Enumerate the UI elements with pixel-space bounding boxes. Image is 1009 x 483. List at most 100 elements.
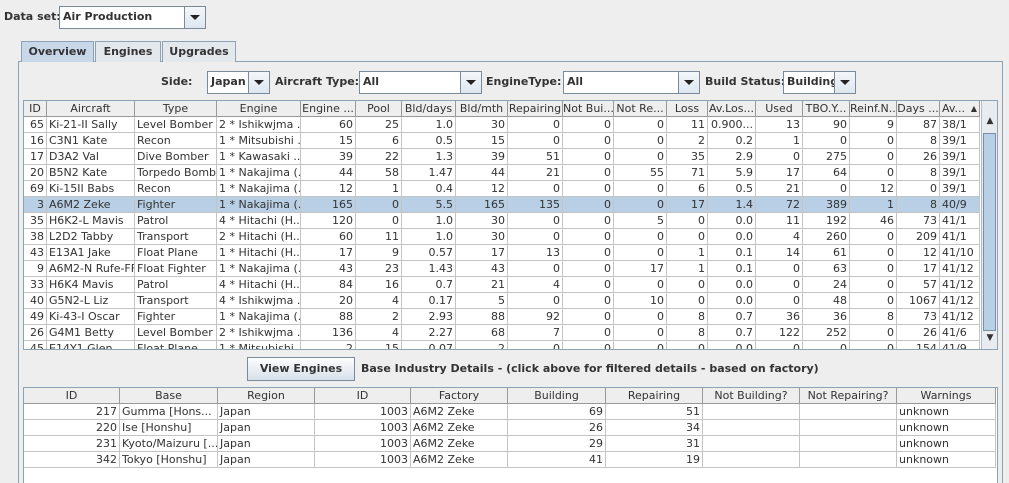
table-cell: 0 xyxy=(508,117,563,133)
column-header[interactable]: Warnings xyxy=(897,388,996,404)
combo-arrow[interactable] xyxy=(460,72,481,93)
table-cell: 5 xyxy=(456,293,508,309)
scroll-down[interactable]: ▼ xyxy=(986,333,994,343)
column-header[interactable]: Engine ... xyxy=(301,101,356,117)
table-cell: 2 xyxy=(301,341,356,349)
table-cell: 0.57 xyxy=(402,245,456,261)
table-cell: 0 xyxy=(563,197,614,213)
table-row[interactable]: 220 Ise [Honshu] Japan 1003 A6M2 Zeke 26 34 unk… xyxy=(24,420,996,436)
combo-arrow[interactable] xyxy=(678,72,699,93)
column-header[interactable]: Region xyxy=(218,388,315,404)
column-header[interactable]: ID xyxy=(315,388,411,404)
table-cell: 0 xyxy=(356,197,402,213)
combo-arrow[interactable] xyxy=(248,72,269,93)
table-row[interactable]: 45 E14Y1 Glen Float Plane 1 * Mitsubishi ..… xyxy=(24,341,980,349)
table-cell: 14 xyxy=(756,245,803,261)
table-row[interactable]: 342 Tokyo [Honshu] Japan 1003 A6M2 Zeke 41 19 u… xyxy=(24,452,996,468)
table-row[interactable]: 9 A6M2-N Rufe-FF Float Fighter 1 * Nakajima… xyxy=(24,261,980,277)
table-cell: 0 xyxy=(614,309,667,325)
table-cell: 2 xyxy=(667,133,708,149)
column-header[interactable]: Used xyxy=(756,101,803,117)
table-cell: 12 xyxy=(456,181,508,197)
table-cell: 0 xyxy=(508,213,563,229)
column-header[interactable]: Factory xyxy=(411,388,508,404)
table-row[interactable]: 65 Ki-21-II Sally Level Bomber 2 * Ishikwjm… xyxy=(24,117,980,133)
table-row[interactable]: 3 A6M2 Zeke Fighter 1 * Nakajima (... 165 0 5.… xyxy=(24,197,980,213)
table-cell: 0 xyxy=(803,341,850,349)
scrollbar[interactable]: ▲ ▼ xyxy=(981,101,997,349)
table-cell: 2.93 xyxy=(402,309,456,325)
table-cell: 0 xyxy=(667,229,708,245)
table-cell: 3 xyxy=(24,197,47,213)
table-cell: A6M2 Zeke xyxy=(411,404,508,420)
column-header[interactable]: Not Bui... xyxy=(563,101,614,117)
column-header[interactable]: Not Repairing? xyxy=(800,388,897,404)
column-header[interactable]: ID xyxy=(24,101,47,117)
tab[interactable]: Upgrades xyxy=(162,41,236,62)
column-header[interactable]: Not Building? xyxy=(703,388,800,404)
table-cell: 0 xyxy=(563,149,614,165)
table-cell: 0 xyxy=(614,181,667,197)
combo-arrow[interactable] xyxy=(184,7,205,28)
tab[interactable]: Engines xyxy=(95,41,161,62)
table-row[interactable]: 33 H6K4 Mavis Patrol 4 * Hitachi (H... 84 16 0… xyxy=(24,277,980,293)
filter-label: Side: xyxy=(161,75,193,88)
table-cell: Transport xyxy=(135,229,217,245)
table-cell: 0 xyxy=(667,341,708,349)
table-cell: 30 xyxy=(456,117,508,133)
table-row[interactable]: 49 Ki-43-I Oscar Fighter 1 * Nakajima (... 8… xyxy=(24,309,980,325)
filter-combo[interactable]: Building xyxy=(783,71,856,94)
column-header[interactable]: Aircraft xyxy=(47,101,135,117)
table-row[interactable]: 16 C3N1 Kate Recon 1 * Mitsubishi ... 15 6 0.5… xyxy=(24,133,980,149)
table-row[interactable]: 35 H6K2-L Mavis Patrol 4 * Hitachi (H... 120… xyxy=(24,213,980,229)
table-row[interactable]: 217 Gumma [Hons... Japan 1003 A6M2 Zeke 69 51 u… xyxy=(24,404,996,420)
table-cell: 0.1 xyxy=(708,261,756,277)
table-cell: 23 xyxy=(356,261,402,277)
column-header[interactable]: Not Re... xyxy=(614,101,667,117)
dataset-combo[interactable]: Air Production xyxy=(59,6,206,29)
column-header[interactable]: ID xyxy=(24,388,120,404)
table-row[interactable]: 69 Ki-15II Babs Recon 1 * Nakajima (... 12 1 0… xyxy=(24,181,980,197)
table-cell: Float Plane xyxy=(135,341,217,349)
column-header[interactable]: Repairing xyxy=(606,388,703,404)
column-header[interactable]: Days ... xyxy=(897,101,940,117)
table-cell: 0 xyxy=(563,165,614,181)
column-header[interactable]: Base xyxy=(120,388,218,404)
column-header[interactable]: Bld/days xyxy=(402,101,456,117)
column-header[interactable]: Pool xyxy=(356,101,402,117)
combo-arrow[interactable] xyxy=(834,72,855,93)
column-header[interactable]: Building xyxy=(508,388,606,404)
table-cell: 122 xyxy=(756,325,803,341)
table-cell: Ki-15II Babs xyxy=(47,181,135,197)
column-header[interactable]: Engine xyxy=(217,101,301,117)
column-header[interactable]: Reinf.N... xyxy=(850,101,897,117)
column-header[interactable]: Type xyxy=(135,101,217,117)
filter-combo[interactable]: All xyxy=(563,71,700,94)
column-header[interactable]: Bld/mth xyxy=(456,101,508,117)
filter-combo[interactable]: Japan xyxy=(207,71,270,94)
table-cell: 0.1 xyxy=(708,245,756,261)
table-row[interactable]: 40 G5N2-L Liz Transport 4 * Ishikwjma ... 20… xyxy=(24,293,980,309)
column-header[interactable]: TBO.Y... xyxy=(803,101,850,117)
table-row[interactable]: 43 E13A1 Jake Float Plane 1 * Hitachi (H...… xyxy=(24,245,980,261)
table-row[interactable]: 26 G4M1 Betty Level Bomber 2 * Ishikwjma ..… xyxy=(24,325,980,341)
table-cell: 0 xyxy=(614,197,667,213)
tab[interactable]: Overview xyxy=(21,41,94,62)
filter-combo[interactable]: All xyxy=(359,71,482,94)
column-header[interactable]: Repairing xyxy=(508,101,563,117)
table-row[interactable]: 17 D3A2 Val Dive Bomber 1 * Kawasaki ... 39 2… xyxy=(24,149,980,165)
table-cell: 11 xyxy=(356,229,402,245)
table-cell: 0 xyxy=(508,341,563,349)
view-engines-button[interactable]: View Engines xyxy=(247,357,355,381)
table-cell: 220 xyxy=(24,420,120,436)
scroll-up[interactable]: ▲ xyxy=(986,116,994,126)
scroll-thumb[interactable] xyxy=(983,133,996,331)
column-header[interactable]: Av... ▲ xyxy=(940,101,980,117)
column-header[interactable]: Av.Los... xyxy=(708,101,756,117)
table-row[interactable]: 231 Kyoto/Maizuru [... Japan 1003 A6M2 Zeke 2… xyxy=(24,436,996,452)
column-header[interactable]: Loss xyxy=(667,101,708,117)
table-row[interactable]: 38 L2D2 Tabby Transport 2 * Hitachi (H... 60… xyxy=(24,229,980,245)
table-cell: 0 xyxy=(850,277,897,293)
